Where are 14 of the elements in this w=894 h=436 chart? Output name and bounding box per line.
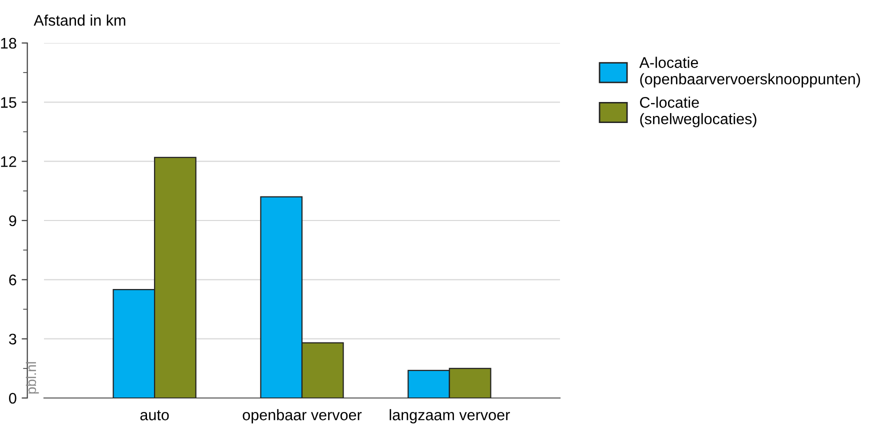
y-tick-label: 9 bbox=[9, 215, 16, 226]
y-tick-label: 0 bbox=[9, 392, 16, 404]
x-tick-label: openbaar vervoer bbox=[242, 409, 362, 424]
legend-label: C-locatie (snelweglocaties) bbox=[640, 96, 756, 128]
y-tick-label: 15 bbox=[1, 97, 16, 108]
y-tick-label: 6 bbox=[9, 274, 16, 286]
x-tick-label: auto bbox=[140, 410, 169, 420]
x-tick-label: langzaam vervoer bbox=[390, 409, 510, 424]
y-tick-label: 12 bbox=[1, 156, 16, 167]
y-axis-title: Afstand in km bbox=[34, 14, 126, 26]
text: pbl.nl bbox=[26, 362, 39, 394]
y-tick-label: 18 bbox=[1, 38, 16, 49]
y-tick-label: 3 bbox=[9, 334, 16, 345]
legend-label: A-locatie (openbaarvervoersknooppunten) bbox=[639, 56, 860, 88]
